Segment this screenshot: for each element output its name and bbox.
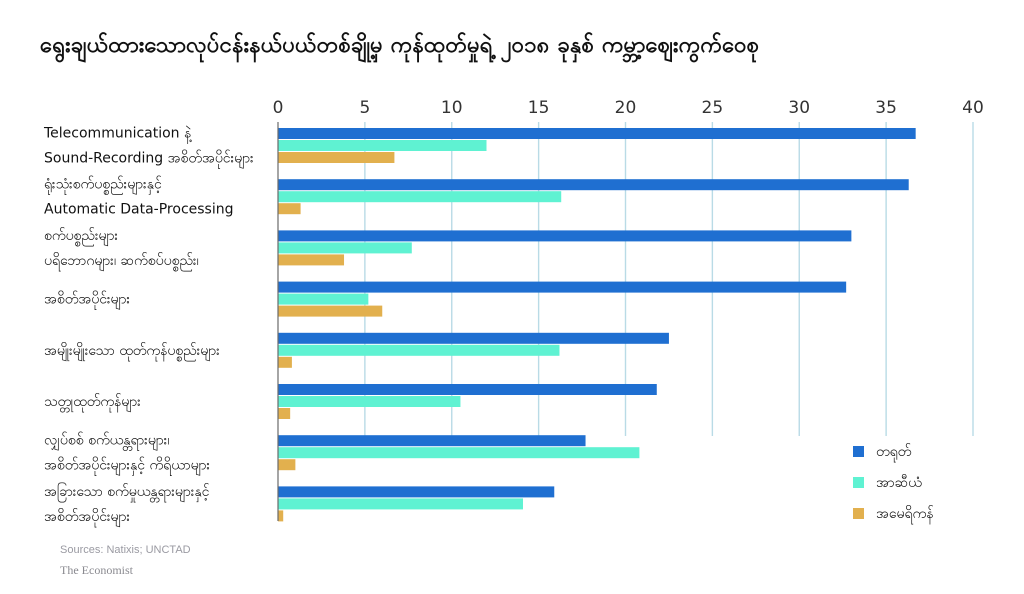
bar xyxy=(278,128,916,139)
x-tick-label: 30 xyxy=(788,98,810,118)
x-axis: 0 5 10 15 20 25 30 35 40 xyxy=(273,98,984,521)
x-tick-label: 40 xyxy=(962,98,984,118)
publisher-brand: The Economist xyxy=(60,563,133,577)
bar xyxy=(278,498,523,510)
category-label: အစိတ်အပိုင်းများနှင့် ကိရိယာများ xyxy=(44,458,211,476)
bar xyxy=(278,408,291,419)
x-tick-label: 10 xyxy=(441,98,463,118)
category-label: Sound-Recording အစိတ်အပိုင်းများ xyxy=(44,151,254,169)
bar xyxy=(278,332,669,344)
bar xyxy=(278,179,909,191)
x-tick-label: 15 xyxy=(528,98,550,118)
bar xyxy=(278,344,560,356)
bar xyxy=(278,459,296,471)
category-label: ရုံးသုံးစက်ပစ္စည်းများနှင့် xyxy=(44,177,162,195)
x-tick-label: 20 xyxy=(615,98,637,118)
legend-label: တရုတ် xyxy=(876,444,912,462)
bars xyxy=(278,128,916,522)
legend-swatch xyxy=(853,477,864,488)
legend: တရုတ်အာဆီယံအမေရိကန် xyxy=(853,444,933,524)
category-label: Automatic Data-Processing xyxy=(44,202,234,218)
bar xyxy=(278,384,657,395)
bar xyxy=(278,152,395,163)
source-note: Sources: Natixis; UNCTAD xyxy=(60,544,191,556)
bar xyxy=(278,242,412,254)
category-label: အစိတ်အပိုင်းများ xyxy=(44,509,130,527)
bar xyxy=(278,254,345,266)
category-label: အခြားသော စက်မှုယန္တရားများနှင့် xyxy=(44,483,210,502)
legend-label: အာဆီယံ xyxy=(876,475,922,491)
x-tick-label: 35 xyxy=(875,98,897,118)
x-tick-label: 25 xyxy=(702,98,724,118)
gridlines xyxy=(364,122,974,436)
category-label: စက်ပစ္စည်းများ xyxy=(44,228,118,246)
category-label: အမျိုးမျိုးသော ထုတ်ကုန်ပစ္စည်းများ xyxy=(44,343,220,361)
x-tick-label: 0 xyxy=(273,98,284,118)
bar xyxy=(278,230,852,242)
bar xyxy=(278,203,301,215)
bar xyxy=(278,486,555,498)
category-label: အစိတ်အပိုင်းများ xyxy=(44,292,130,310)
bar xyxy=(278,140,487,151)
bar xyxy=(278,435,586,447)
bar xyxy=(278,191,562,203)
bar xyxy=(278,281,847,293)
x-tick-label: 5 xyxy=(359,98,370,118)
chart-title: ရွေးချယ်ထားသောလုပ်ငန်းနယ်ပယ်တစ်ချို့မှ က… xyxy=(40,33,760,58)
category-label: သတ္တုထုတ်ကုန်များ xyxy=(44,394,141,412)
bar xyxy=(278,305,383,317)
bar xyxy=(278,356,292,368)
category-label: Telecommunication နဲ့ xyxy=(43,126,193,144)
bar xyxy=(278,510,284,522)
legend-swatch xyxy=(853,446,864,457)
bar xyxy=(278,447,640,459)
bar xyxy=(278,396,461,407)
legend-label: အမေရိကန် xyxy=(876,506,933,524)
bar xyxy=(278,293,369,305)
category-label: လျှပ်စစ် စက်ယန္တရားများ၊ xyxy=(44,433,170,451)
category-label: ပရိဘောဂများ၊ ဆက်စပ်ပစ္စည်း၊ xyxy=(44,253,199,271)
legend-swatch xyxy=(853,508,864,519)
category-labels: Telecommunication နဲ့ Sound-Recording အစိ… xyxy=(43,126,254,527)
